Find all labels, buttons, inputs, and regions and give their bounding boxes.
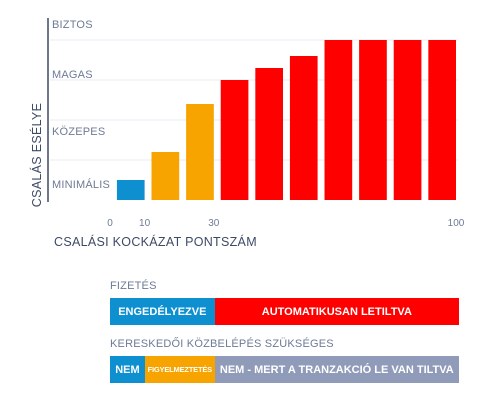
y-level-label: MAGAS	[52, 69, 93, 81]
x-tick-label: 0	[107, 218, 113, 229]
band-segment: NEM - MERT A TRANZAKCIÓ LE VAN TILTVA	[214, 356, 459, 383]
bars	[116, 40, 456, 200]
grid-lines	[50, 39, 458, 161]
y-level-label: KÖZEPES	[52, 126, 105, 138]
band-segment: NEM	[110, 356, 145, 383]
band-segment: FIGYELMEZTETÉS	[144, 356, 215, 383]
bar	[186, 104, 214, 200]
bar	[393, 40, 422, 200]
bar	[116, 180, 145, 200]
merchant-section-title: KERESKEDŐI KÖZBELÉPÉS SZÜKSÉGES	[110, 338, 334, 350]
fraud-chart: MINIMÁLIS KÖZEPES MAGAS BIZTOS 0 10 30 100 CSA…	[29, 18, 465, 249]
bar	[255, 68, 283, 200]
x-tick-labels: 0 10 30 100	[107, 218, 465, 229]
x-tick-label: 10	[139, 218, 151, 229]
payment-section-title: FIZETÉS	[110, 280, 157, 292]
band-segment: ENGEDÉLYEZVE	[110, 298, 215, 325]
y-level-label: BIZTOS	[52, 19, 93, 31]
merchant-band: NEM FIGYELMEZTETÉS NEM - MERT A TRANZAKCIÓ…	[110, 356, 459, 383]
bar	[428, 40, 456, 200]
y-tick-labels: MINIMÁLIS KÖZEPES MAGAS BIZTOS	[52, 19, 110, 191]
bar	[220, 80, 249, 200]
payment-band: ENGEDÉLYEZVE AUTOMATIKUSAN LETILTVA	[110, 298, 459, 325]
bar	[324, 40, 353, 200]
x-tick-label: 30	[208, 218, 220, 229]
bar	[359, 40, 387, 200]
bar	[151, 152, 180, 200]
band-segment: AUTOMATIKUSAN LETILTVA	[214, 298, 459, 325]
y-level-label: MINIMÁLIS	[52, 178, 110, 191]
bar	[289, 56, 318, 200]
x-axis-title: CSALÁSI KOCKÁZAT PONTSZÁM	[54, 234, 257, 249]
y-axis-title: CSALÁS ESÉLYE	[29, 103, 44, 207]
x-tick-label: 100	[448, 218, 465, 229]
